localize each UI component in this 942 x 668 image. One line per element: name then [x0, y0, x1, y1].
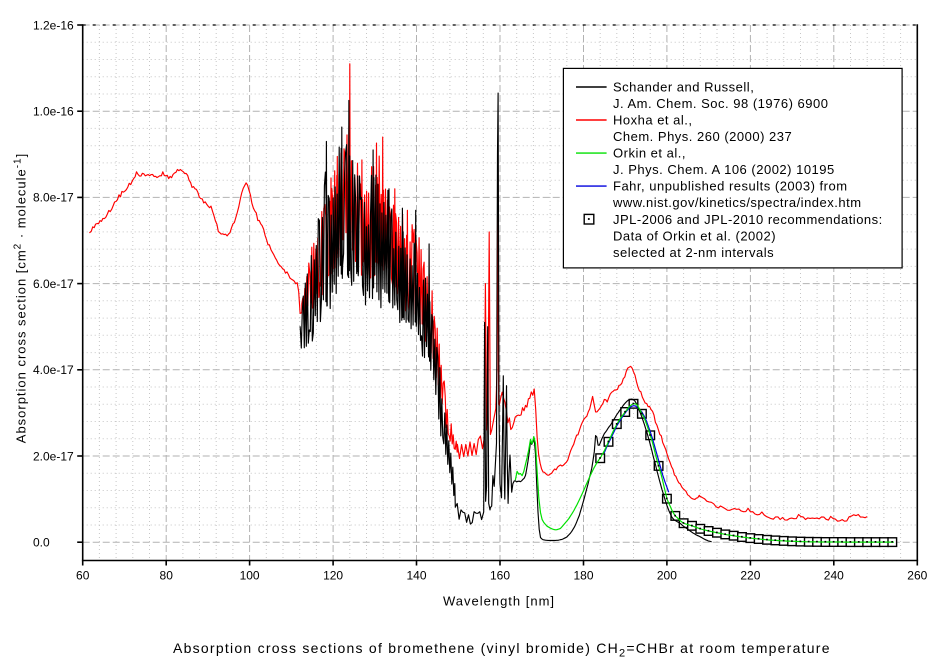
svg-text:4.0e-17: 4.0e-17 [33, 363, 74, 377]
svg-text:Absorption cross sections of b: Absorption cross sections of bromethene … [173, 640, 831, 660]
svg-text:6.0e-17: 6.0e-17 [33, 277, 74, 291]
svg-text:60: 60 [76, 569, 90, 583]
svg-text:120: 120 [323, 569, 343, 583]
svg-text:0.0: 0.0 [33, 536, 50, 550]
svg-text:Hoxha et al.,: Hoxha et al., [613, 113, 693, 128]
svg-text:2.0e-17: 2.0e-17 [33, 449, 74, 463]
svg-text:JPL-2006 and JPL-2010 recommen: JPL-2006 and JPL-2010 recommendations: [613, 212, 883, 227]
svg-text:100: 100 [240, 569, 260, 583]
svg-text:Absorption cross section [cm2: Absorption cross section [cm2 · molecule… [12, 153, 28, 443]
svg-text:selected at 2-nm intervals: selected at 2-nm intervals [613, 245, 774, 260]
svg-text:220: 220 [740, 569, 760, 583]
svg-text:J. Am. Chem. Soc. 98 (1976) 69: J. Am. Chem. Soc. 98 (1976) 6900 [613, 96, 828, 111]
svg-text:1.2e-16: 1.2e-16 [33, 18, 74, 32]
svg-text:260: 260 [907, 569, 927, 583]
svg-text:J. Phys. Chem. A 106 (2002) 10: J. Phys. Chem. A 106 (2002) 10195 [613, 162, 835, 177]
svg-text:Wavelength [nm]: Wavelength [nm] [443, 594, 555, 609]
svg-text:Schander and Russell,: Schander and Russell, [613, 80, 754, 95]
svg-text:1.0e-16: 1.0e-16 [33, 105, 74, 119]
svg-text:80: 80 [160, 569, 174, 583]
svg-text:Chem. Phys. 260 (2000) 237: Chem. Phys. 260 (2000) 237 [613, 129, 792, 144]
svg-text:Fahr, unpublished results (200: Fahr, unpublished results (2003) from [613, 179, 848, 194]
svg-text:Orkin et al.,: Orkin et al., [613, 146, 686, 161]
svg-text:8.0e-17: 8.0e-17 [33, 191, 74, 205]
svg-text:160: 160 [490, 569, 510, 583]
svg-text:Data of Orkin et al. (2002): Data of Orkin et al. (2002) [613, 228, 776, 243]
svg-text:200: 200 [657, 569, 677, 583]
svg-text:180: 180 [573, 569, 593, 583]
svg-text:www.nist.gov/kinetics/spectra/: www.nist.gov/kinetics/spectra/index.htm [612, 195, 862, 210]
svg-text:140: 140 [406, 569, 426, 583]
svg-text:240: 240 [824, 569, 844, 583]
